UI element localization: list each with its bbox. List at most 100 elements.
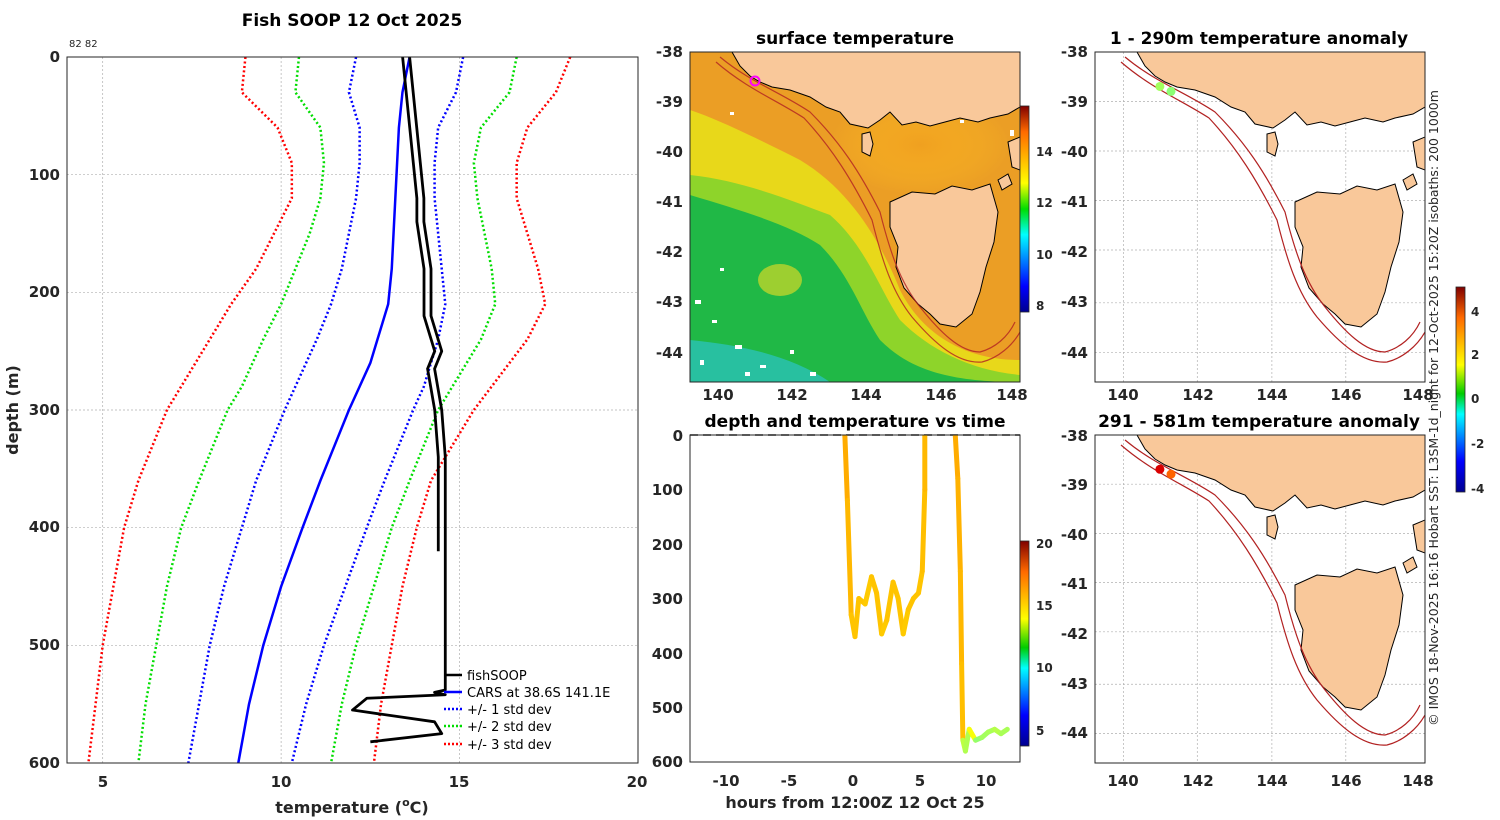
anomaly2-ytick: -42 — [1061, 625, 1088, 643]
profile-ytick: 300 — [29, 401, 60, 419]
profile-ytick: 100 — [29, 166, 60, 184]
profile-series-line — [372, 57, 572, 763]
anomaly1-ytick: -40 — [1061, 143, 1088, 161]
sst-xtick: 142 — [776, 386, 807, 404]
anomaly2-xtick: 146 — [1330, 772, 1361, 790]
anomaly1-ytick: -41 — [1061, 193, 1088, 211]
track-segment — [890, 579, 901, 601]
time-xtick: 5 — [915, 772, 925, 790]
anomaly-colorbar-ticks: 4 2 0 -2 -4 — [1471, 305, 1484, 496]
anomaly2-ytick: -39 — [1061, 476, 1088, 494]
sst-cb-tick: 12 — [1036, 196, 1053, 210]
sst-eddy — [758, 264, 802, 296]
sst-ytick: -43 — [656, 293, 683, 311]
anomaly2-panel: 291 - 581m temperature anomaly 140 142 1… — [1061, 286, 1484, 790]
anomaly1-xtick: 146 — [1330, 386, 1361, 404]
anomaly-cb-tick: 2 — [1471, 348, 1479, 362]
anomaly2-ytick: -43 — [1061, 675, 1088, 693]
anomaly1-xtick: 144 — [1256, 386, 1287, 404]
time-yticks: 0 100 200 300 400 500 600 — [652, 427, 683, 771]
time-title: depth and temperature vs time — [705, 412, 1006, 432]
anomaly2-yticks: -38 -39 -40 -41 -42 -43 -44 — [1061, 427, 1088, 742]
track-segment — [852, 596, 862, 640]
time-ytick: 0 — [673, 427, 683, 445]
anomaly1-yticks: -38 -39 -40 -41 -42 -43 -44 — [1061, 43, 1088, 362]
profile-yticks: 0 100 200 300 400 500 600 — [29, 48, 60, 772]
profile-panel: Fish SOOP 12 Oct 2025 82 82 5 10 15 20 0… — [3, 11, 647, 817]
sst-xticks: 140 142 144 146 148 — [702, 386, 1027, 404]
anomaly2-ytick: -40 — [1061, 526, 1088, 544]
anomaly-point — [1155, 464, 1165, 474]
anomaly-cb-tick: -4 — [1471, 482, 1484, 496]
track-segment — [998, 726, 1010, 737]
anomaly1-xtick: 148 — [1402, 386, 1433, 404]
anomaly2-ytick: -44 — [1061, 724, 1088, 742]
anomaly-cb-tick: 4 — [1471, 305, 1479, 319]
anomaly2-xtick: 142 — [1182, 772, 1213, 790]
time-xticks: -10 -5 0 5 10 — [712, 772, 996, 790]
anomaly2-ytick: -41 — [1061, 575, 1088, 593]
sst-xtick: 146 — [925, 386, 956, 404]
track-segment — [900, 606, 911, 637]
fishsoop-profile-line — [351, 57, 447, 744]
sst-title: surface temperature — [756, 29, 954, 49]
anomaly2-xtick: 140 — [1107, 772, 1138, 790]
time-cb-tick: 15 — [1036, 599, 1053, 613]
anomaly1-frame — [1094, 51, 1426, 383]
profile-xtick: 10 — [271, 773, 292, 791]
track-segment — [842, 435, 850, 503]
time-ytick: 600 — [652, 753, 683, 771]
sst-panel: surface temperature 140 142 144 — [656, 29, 1053, 404]
time-colorbar — [1019, 540, 1030, 747]
anomaly1-ytick: -43 — [1061, 293, 1088, 311]
profile-series-line — [237, 57, 411, 763]
anomaly1-xticks: 140 142 144 146 148 — [1107, 386, 1433, 404]
sst-ytick: -38 — [656, 43, 683, 61]
profile-frame — [66, 56, 639, 764]
time-xlabel: hours from 12:00Z 12 Oct 25 — [725, 793, 984, 812]
time-xtick: 0 — [848, 772, 858, 790]
profile-grid — [67, 57, 638, 763]
profile-ytick: 400 — [29, 518, 60, 536]
profile-xticks: 5 10 15 20 — [98, 773, 648, 791]
profile-ytick: 200 — [29, 283, 60, 301]
track-segment — [957, 568, 965, 667]
track-segment — [844, 497, 854, 618]
time-xtick: -10 — [712, 772, 739, 790]
anomaly2-xtick: 148 — [1402, 772, 1433, 790]
anomaly2-points — [1155, 464, 1176, 479]
anomaly1-title: 1 - 290m temperature anomaly — [1110, 29, 1408, 49]
profile-xtick: 5 — [98, 773, 108, 791]
track-segment — [955, 476, 963, 574]
profile-xtick: 15 — [449, 773, 470, 791]
anomaly1-ytick: -44 — [1061, 344, 1088, 362]
sst-band-teal — [690, 340, 830, 382]
sst-cb-tick: 14 — [1036, 145, 1053, 159]
legend-label: +/- 3 std dev — [467, 738, 552, 753]
sst-band-green — [690, 195, 1020, 382]
anomaly1-panel: 1 - 290m temperature anomaly 140 142 144… — [1061, 29, 1434, 404]
anomaly1-ytick: -39 — [1061, 93, 1088, 111]
time-colorbar-ticks: 5 10 15 20 — [1036, 537, 1053, 738]
anomaly-colorbar — [1455, 286, 1466, 493]
profile-series-line — [187, 57, 361, 763]
sst-xtick: 140 — [702, 386, 733, 404]
profile-legend: fishSOOP CARS at 38.6S 141.1E +/- 1 std … — [444, 669, 610, 753]
sst-xtick: 144 — [850, 386, 881, 404]
track-segment — [869, 574, 880, 596]
track-segment — [915, 568, 925, 596]
anomaly1-ytick: -38 — [1061, 43, 1088, 61]
track-segment — [959, 661, 966, 743]
sst-ytick: -40 — [656, 143, 683, 161]
profile-series — [87, 57, 572, 763]
anomaly2-xticks: 140 142 144 146 148 — [1107, 772, 1433, 790]
legend-label: fishSOOP — [467, 669, 527, 684]
time-ytick: 100 — [652, 481, 683, 499]
profile-series-line — [137, 57, 326, 763]
sst-float-marker — [749, 75, 761, 87]
sst-ytick: -42 — [656, 243, 683, 261]
time-xtick: 10 — [976, 772, 997, 790]
profile-ylabel: depth (m) — [3, 365, 22, 455]
anomaly-point — [1166, 469, 1176, 479]
legend-label: +/- 1 std dev — [467, 703, 552, 718]
